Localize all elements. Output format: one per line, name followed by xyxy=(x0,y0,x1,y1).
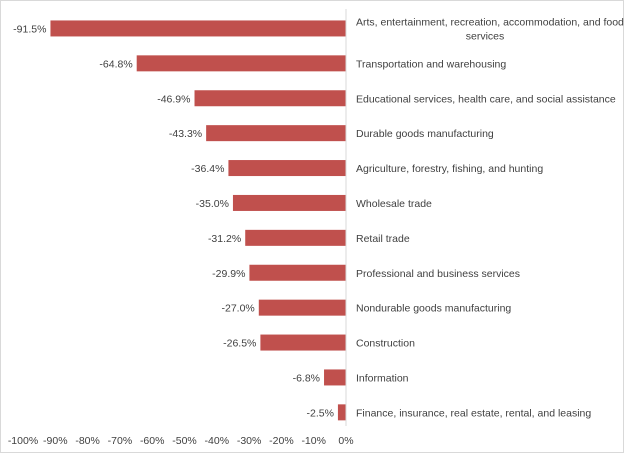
data-label: -31.2% xyxy=(208,233,241,245)
bar xyxy=(337,404,346,421)
data-label: -46.9% xyxy=(157,93,190,105)
category-label: Retail trade xyxy=(356,233,410,245)
x-tick-label: -50% xyxy=(172,435,197,447)
category-label: Information xyxy=(356,372,409,384)
category-label: Professional and business services xyxy=(356,268,520,280)
data-label: -6.8% xyxy=(293,372,320,384)
data-label: -2.5% xyxy=(306,407,333,419)
bar xyxy=(249,264,346,281)
category-label: services xyxy=(466,30,505,42)
x-tick-label: -30% xyxy=(237,435,262,447)
data-label: -27.0% xyxy=(222,303,255,315)
category-label: Finance, insurance, real estate, rental,… xyxy=(356,407,591,419)
x-tick-label: -80% xyxy=(75,435,100,447)
bar xyxy=(194,90,346,107)
x-tick-label: 0% xyxy=(338,435,353,447)
category-label: Durable goods manufacturing xyxy=(356,128,494,140)
category-label: Wholesale trade xyxy=(356,198,432,210)
x-tick-label: -70% xyxy=(108,435,133,447)
category-label: Arts, entertainment, recreation, accommo… xyxy=(356,16,624,28)
category-label: Agriculture, forestry, fishing, and hunt… xyxy=(356,163,543,175)
category-label: Construction xyxy=(356,338,415,350)
data-label: -64.8% xyxy=(99,58,132,70)
bar xyxy=(324,369,346,386)
data-label: -29.9% xyxy=(212,268,245,280)
data-label: -91.5% xyxy=(13,23,46,35)
bar xyxy=(260,334,346,351)
data-label: -36.4% xyxy=(191,163,224,175)
data-label: -43.3% xyxy=(169,128,202,140)
bar xyxy=(245,229,346,246)
category-label: Transportation and warehousing xyxy=(356,58,506,70)
data-label: -26.5% xyxy=(223,338,256,350)
bar xyxy=(258,299,346,316)
data-label: -35.0% xyxy=(196,198,229,210)
category-label: Educational services, health care, and s… xyxy=(356,93,616,105)
x-tick-label: -40% xyxy=(205,435,230,447)
x-tick-label: -100% xyxy=(8,435,38,447)
x-tick-label: -60% xyxy=(140,435,165,447)
bar xyxy=(228,160,346,177)
bar xyxy=(50,20,347,37)
x-tick-label: -90% xyxy=(43,435,68,447)
bar xyxy=(232,194,346,211)
bar xyxy=(206,125,346,142)
bar xyxy=(136,55,346,72)
x-tick-label: -20% xyxy=(269,435,294,447)
category-label: Nondurable goods manufacturing xyxy=(356,303,511,315)
x-tick-label: -10% xyxy=(301,435,326,447)
